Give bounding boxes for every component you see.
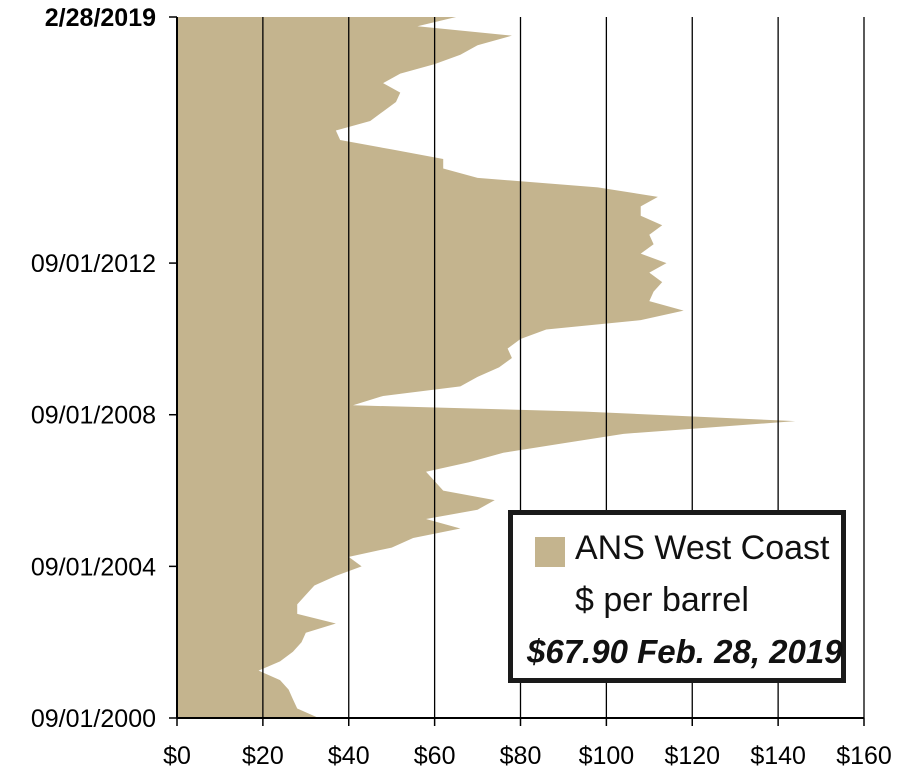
x-tick-label: $120 <box>664 742 720 770</box>
legend-unit: $ per barrel <box>575 581 749 619</box>
x-tick-label: $100 <box>579 742 635 770</box>
y-tick-labels: 09/01/2000 09/01/2004 09/01/2008 09/01/2012… <box>31 4 177 733</box>
legend-swatch <box>535 537 565 567</box>
x-tick-label: $20 <box>242 742 284 770</box>
x-tick-labels: $0 $20 $40 $60 $80 $100 $120 $140 $160 <box>163 718 892 770</box>
legend: ANS West Coast $ per barrel $67.90 Feb. … <box>508 510 846 683</box>
area-layer <box>177 17 796 718</box>
x-tick-label: $80 <box>500 742 542 770</box>
legend-series-name: ANS West Coast <box>575 529 830 567</box>
legend-latest-price: $67.90 Feb. 28, 2019 <box>527 633 843 670</box>
gridlines <box>262 17 865 718</box>
y-tick-label: 09/01/2008 <box>31 402 156 430</box>
y-tick-label: 09/01/2012 <box>31 250 156 278</box>
y-tick-label: 2/28/2019 <box>45 4 156 32</box>
x-tick-label: $160 <box>836 742 892 770</box>
y-tick-label: 09/01/2004 <box>31 553 156 581</box>
x-tick-label: $140 <box>750 742 806 770</box>
x-tick-label: $60 <box>414 742 456 770</box>
x-tick-label: $40 <box>328 742 370 770</box>
x-tick-label: $0 <box>163 742 191 770</box>
y-tick-label: 09/01/2000 <box>31 705 156 733</box>
series-area <box>177 17 796 718</box>
